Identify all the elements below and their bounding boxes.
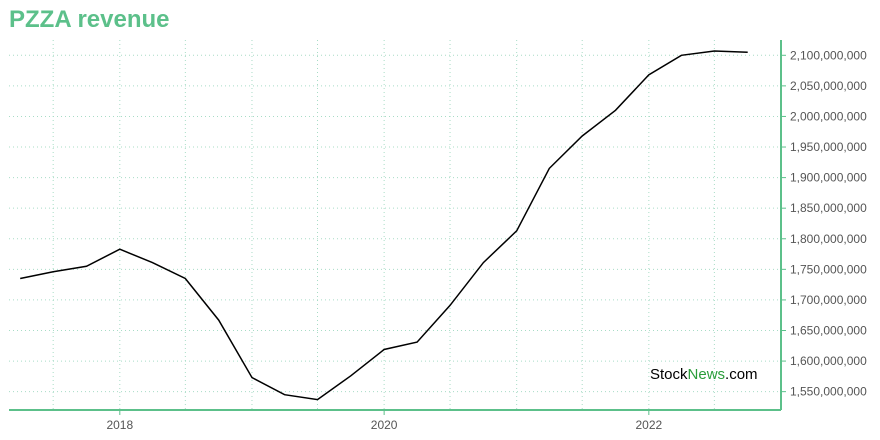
y-tick-label: 1,900,000,000 xyxy=(790,171,867,185)
x-tick-label: 2020 xyxy=(371,418,398,432)
y-tick-label: 1,550,000,000 xyxy=(790,385,867,399)
x-tick-label: 2022 xyxy=(635,418,662,432)
y-tick-label: 2,050,000,000 xyxy=(790,79,867,93)
y-tick-label: 1,700,000,000 xyxy=(790,293,867,307)
y-tick-label: 1,950,000,000 xyxy=(790,140,867,154)
watermark-com: .com xyxy=(725,366,758,383)
y-ticks: 1,550,000,000 1,600,000,000 1,650,000,000 1… xyxy=(781,48,867,399)
revenue-series-line xyxy=(20,50,748,401)
x-ticks: 2018 2020 2022 xyxy=(106,410,663,432)
chart-title: PZZA revenue xyxy=(9,6,170,33)
y-tick-label: 1,750,000,000 xyxy=(790,262,867,276)
watermark: StockNews.com xyxy=(650,366,758,383)
y-tick-label: 1,600,000,000 xyxy=(790,354,867,368)
axes xyxy=(9,40,782,411)
y-tick-label: 2,100,000,000 xyxy=(790,48,867,62)
y-tick-label: 1,650,000,000 xyxy=(790,323,867,337)
x-tick-label: 2018 xyxy=(106,418,133,432)
grid-lines xyxy=(9,40,781,410)
y-tick-label: 2,000,000,000 xyxy=(790,109,867,123)
watermark-news: News xyxy=(688,366,726,383)
y-tick-label: 1,800,000,000 xyxy=(790,232,867,246)
y-tick-label: 1,850,000,000 xyxy=(790,201,867,215)
watermark-stock: Stock xyxy=(650,366,688,383)
